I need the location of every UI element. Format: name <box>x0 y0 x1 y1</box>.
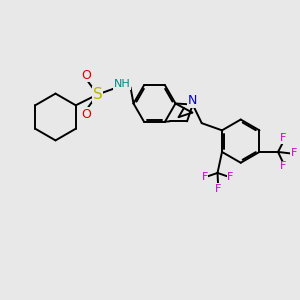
Text: F: F <box>201 172 208 182</box>
Text: F: F <box>227 172 234 182</box>
Text: F: F <box>280 134 286 143</box>
Text: F: F <box>215 184 221 194</box>
Text: F: F <box>280 161 286 171</box>
Text: O: O <box>81 68 91 82</box>
Text: F: F <box>290 148 297 158</box>
Text: NH: NH <box>114 79 131 89</box>
Text: S: S <box>93 87 102 102</box>
Text: N: N <box>188 94 197 107</box>
Text: O: O <box>81 107 91 121</box>
